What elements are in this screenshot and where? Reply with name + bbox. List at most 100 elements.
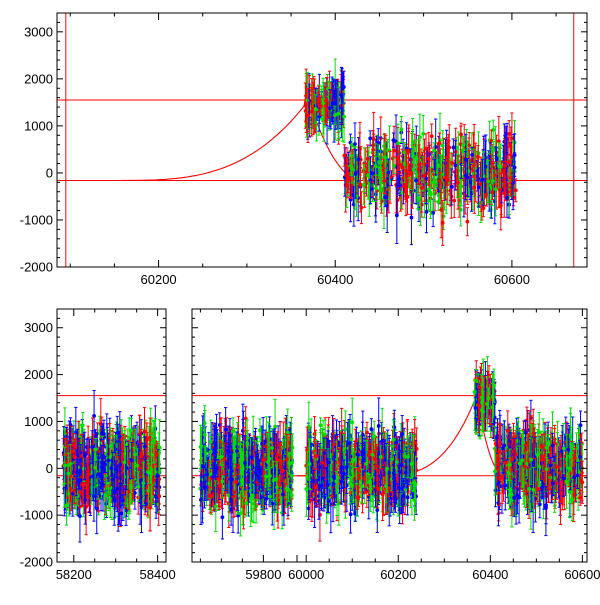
data-point	[350, 167, 354, 171]
data-point	[480, 178, 484, 182]
data-point	[427, 157, 431, 161]
data-point	[158, 446, 162, 450]
data-point	[396, 142, 400, 146]
data-point	[425, 210, 429, 214]
data-point	[143, 430, 147, 434]
data-point	[366, 157, 370, 161]
data-point	[340, 93, 344, 97]
data-point	[65, 504, 69, 508]
data-point	[382, 179, 386, 183]
data-point	[370, 171, 374, 175]
data-point	[436, 163, 440, 167]
data-point	[491, 179, 495, 183]
data-point	[353, 182, 357, 186]
data-point	[383, 155, 387, 159]
y-tick-label: -2000	[20, 260, 53, 275]
data-point	[359, 183, 363, 187]
data-point	[399, 128, 403, 132]
data-point	[491, 190, 495, 194]
data-point	[420, 186, 424, 190]
data-point	[81, 424, 85, 428]
data-point	[314, 107, 318, 111]
data-point	[499, 164, 503, 168]
data-point	[410, 216, 414, 220]
data-point	[95, 507, 99, 511]
data-point	[438, 141, 442, 145]
data-point	[306, 114, 310, 118]
data-point	[493, 173, 497, 177]
data-point	[441, 144, 445, 148]
data-point	[514, 188, 518, 192]
data-point	[501, 170, 505, 174]
data-point	[512, 196, 516, 200]
data-point	[405, 174, 409, 178]
data-point	[446, 146, 450, 150]
data-point	[450, 185, 454, 189]
y-tick-label: 0	[46, 165, 53, 180]
data-point	[353, 142, 357, 146]
data-point	[415, 157, 419, 161]
data-point	[342, 154, 346, 158]
data-point	[451, 146, 455, 150]
data-point	[477, 186, 481, 190]
data-point	[152, 478, 156, 482]
data-point	[73, 498, 77, 502]
data-point	[511, 181, 515, 185]
data-point	[491, 148, 495, 152]
data-point	[398, 184, 402, 188]
data-point	[459, 133, 463, 137]
data-point	[513, 153, 517, 157]
data-point	[494, 187, 498, 191]
data-point	[452, 199, 456, 203]
data-point	[370, 187, 374, 191]
data-point	[464, 158, 468, 162]
data-point	[433, 180, 437, 184]
data-point	[417, 167, 421, 171]
data-point	[418, 135, 422, 139]
data-point	[476, 155, 480, 159]
data-point	[472, 185, 476, 189]
data-point	[444, 176, 448, 180]
data-point	[456, 181, 460, 185]
data-point	[92, 414, 96, 418]
data-point	[325, 98, 329, 102]
data-point	[331, 101, 335, 105]
data-point	[383, 195, 387, 199]
data-point	[461, 143, 465, 147]
data-point	[453, 163, 457, 167]
data-point	[354, 172, 358, 176]
y-tick-label: -1000	[20, 212, 53, 227]
data-point	[349, 176, 353, 180]
data-point	[459, 185, 463, 189]
data-point	[412, 168, 416, 172]
x-tick-label: 60400	[317, 272, 353, 287]
data-point	[406, 195, 410, 199]
data-point	[328, 106, 332, 110]
data-point	[468, 180, 472, 184]
x-tick-label: 60200	[141, 272, 177, 287]
data-point	[459, 208, 463, 212]
data-point	[509, 153, 513, 157]
data-point	[392, 149, 396, 153]
top-panel-plot-area	[57, 13, 587, 267]
data-point	[409, 172, 413, 176]
data-point	[362, 183, 366, 187]
data-point	[424, 147, 428, 151]
data-point	[498, 188, 502, 192]
data-point	[395, 213, 399, 217]
y-tick-label: 3000	[24, 24, 53, 39]
data-point	[129, 429, 133, 433]
data-point	[489, 139, 493, 143]
data-point	[414, 179, 418, 183]
x-tick-label: 60600	[494, 272, 530, 287]
data-point	[417, 163, 421, 167]
data-point	[143, 445, 147, 449]
data-point	[432, 149, 436, 153]
data-point	[357, 158, 361, 162]
data-point	[465, 220, 469, 224]
data-point	[101, 429, 105, 433]
data-point	[90, 445, 94, 449]
data-point	[404, 169, 408, 173]
data-point	[461, 149, 465, 153]
